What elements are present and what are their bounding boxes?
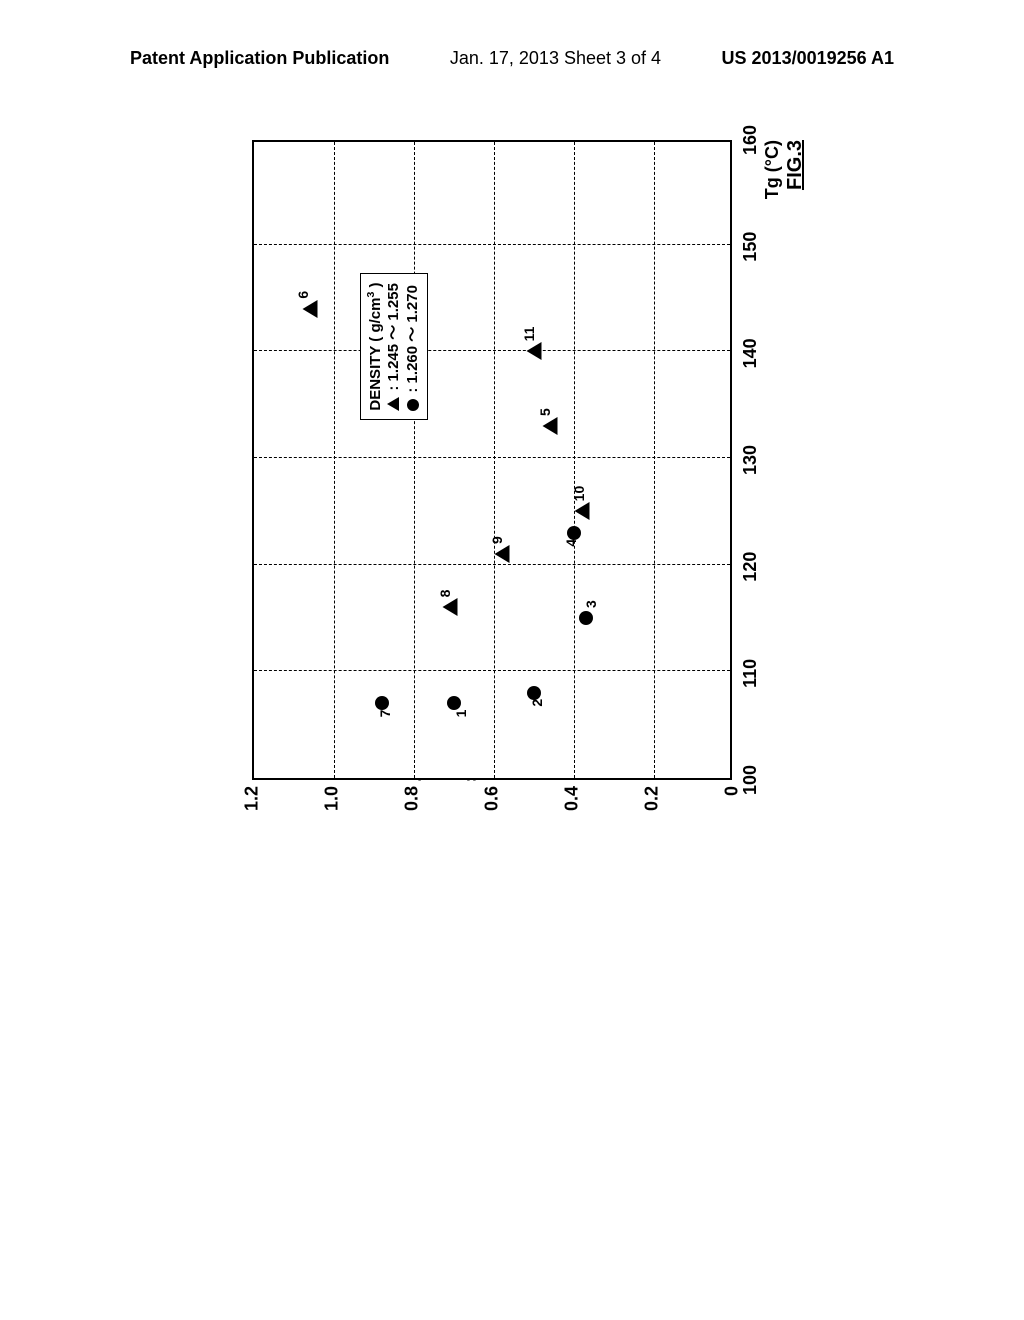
data-point-label: 9 (489, 536, 505, 544)
x-tick-label: 160 (740, 125, 761, 155)
header-center: Jan. 17, 2013 Sheet 3 of 4 (450, 48, 661, 69)
triangle-marker-icon (387, 397, 399, 411)
circle-marker-icon (567, 526, 581, 540)
x-tick-label: 140 (740, 338, 761, 368)
data-point (579, 611, 593, 625)
data-point (527, 686, 541, 700)
legend-text: : 1.260 ～ 1.270 (403, 285, 423, 393)
page-header: Patent Application Publication Jan. 17, … (0, 48, 1024, 69)
legend-row: : 1.245 ～ 1.255 (384, 283, 404, 411)
data-point-label: 6 (295, 291, 311, 299)
data-point-label: 5 (537, 408, 553, 416)
legend-title: DENSITY ( g/cm3 ) (365, 283, 384, 411)
data-point-label: 10 (571, 486, 587, 502)
data-point (527, 342, 542, 360)
x-tick-label: 150 (740, 232, 761, 262)
circle-marker-icon (375, 696, 389, 710)
data-point (443, 598, 458, 616)
chart-container: WRITE TIME ((μ sec) 1234567891011DENSITY… (232, 90, 792, 850)
x-tick-label: 100 (740, 765, 761, 795)
gridline-horizontal (574, 142, 575, 778)
legend-text: : 1.245 ～ 1.255 (384, 283, 404, 391)
data-point (495, 545, 510, 563)
circle-marker-icon (447, 696, 461, 710)
data-point-label: 3 (583, 600, 599, 608)
data-point (303, 300, 318, 318)
data-point-label: 1 (453, 710, 469, 718)
legend: DENSITY ( g/cm3 ): 1.245 ～ 1.255: 1.260 … (360, 274, 428, 420)
data-point-label: 4 (563, 539, 579, 547)
triangle-marker-icon (495, 545, 510, 563)
gridline-horizontal (654, 142, 655, 778)
header-right: US 2013/0019256 A1 (722, 48, 894, 69)
plot-area: 1 2 3 4 5 6 7 8 9 10 11 DENSITY ( g/cm3 ): 1.245 ～ … (252, 140, 732, 780)
y-tick-label: 0.2 (642, 786, 663, 820)
legend-row: : 1.260 ～ 1.270 (403, 283, 423, 411)
data-point-label: 2 (529, 699, 545, 707)
y-tick-label: 1.0 (322, 786, 343, 820)
data-point (567, 526, 581, 540)
gridline-vertical (254, 350, 730, 351)
y-tick-label: 0.6 (482, 786, 503, 820)
figure-label: FIG.3 (784, 140, 807, 780)
circle-marker-icon (407, 399, 419, 411)
gridline-vertical (254, 670, 730, 671)
triangle-marker-icon (443, 598, 458, 616)
y-tick-label: 0.4 (562, 786, 583, 820)
circle-marker-icon (527, 686, 541, 700)
data-point-label: 8 (437, 590, 453, 598)
x-tick-label: 130 (740, 445, 761, 475)
circle-marker-icon (579, 611, 593, 625)
gridline-vertical (254, 244, 730, 245)
gridline-horizontal (494, 142, 495, 778)
x-tick-label: 120 (740, 552, 761, 582)
data-point-label: 7 (377, 710, 393, 718)
data-point-label: 11 (521, 327, 537, 342)
triangle-marker-icon (527, 342, 542, 360)
gridline-vertical (254, 564, 730, 565)
data-point (543, 417, 558, 435)
gridline-horizontal (334, 142, 335, 778)
y-tick-label: 1.2 (242, 786, 263, 820)
gridline-vertical (254, 457, 730, 458)
x-axis-label: Tg (°C) (762, 140, 783, 780)
triangle-marker-icon (303, 300, 318, 318)
x-tick-label: 110 (740, 659, 761, 688)
header-left: Patent Application Publication (130, 48, 389, 69)
triangle-marker-icon (575, 502, 590, 520)
triangle-marker-icon (543, 417, 558, 435)
y-tick-label: 0.8 (402, 786, 423, 820)
data-point (375, 696, 389, 710)
data-point (447, 696, 461, 710)
gridline-horizontal (414, 142, 415, 778)
data-point (575, 502, 590, 520)
y-tick-label: 0 (722, 786, 743, 820)
